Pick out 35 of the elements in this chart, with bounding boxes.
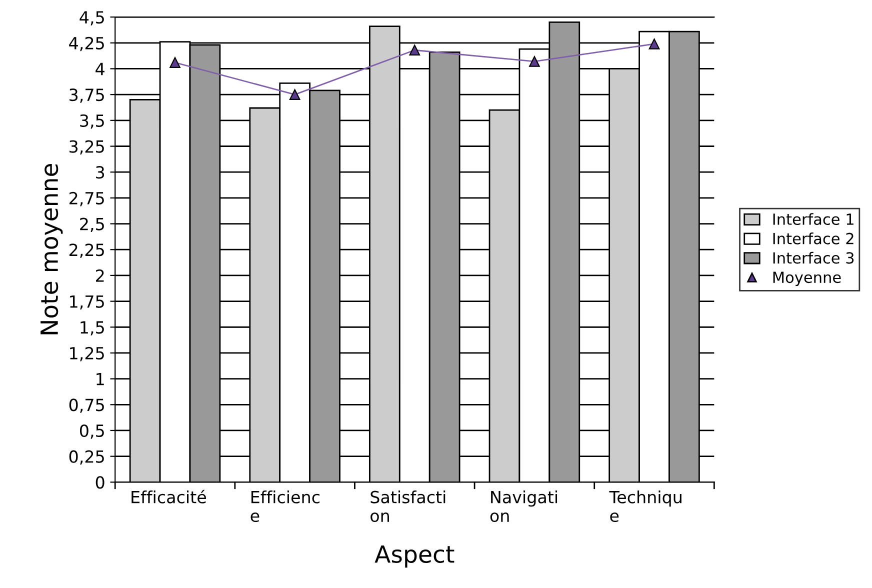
y-tick-label: 2,75: [69, 192, 104, 206]
y-tick-label: 2: [96, 269, 104, 282]
x-tick-label: Satisfacti on: [370, 490, 446, 522]
x-tick-label: Efficienc e: [250, 490, 320, 522]
y-tick-label: 1,25: [70, 346, 104, 362]
point: [289, 89, 300, 100]
legend-label: Interface 1: [773, 213, 854, 225]
point: [170, 57, 180, 68]
point: [648, 38, 660, 50]
y-axis-title: Note moyenne: [40, 164, 63, 334]
y-tick-label: 3: [96, 166, 104, 179]
y-tick-label: 1,75: [70, 295, 104, 310]
point: [529, 56, 540, 67]
legend-label: Moyenne: [773, 272, 841, 286]
y-tick-label: 3,25: [70, 140, 104, 155]
y-tick-label: 1: [96, 372, 104, 386]
y-tick-label: 4: [96, 62, 104, 76]
x-tick-label: Navigati on: [490, 490, 558, 522]
y-tick-label: 1,5: [80, 321, 104, 336]
legend-label: Interface 2: [773, 232, 854, 244]
y-tick-label: 4,25: [69, 36, 104, 52]
y-tick-label: 0,25: [69, 450, 104, 465]
y-tick-label: 2,5: [80, 218, 104, 232]
y-tick-label: 0,5: [80, 424, 104, 439]
x-axis-title: Aspect: [374, 545, 454, 568]
y-tick-label: 4,5: [80, 11, 104, 26]
legend-label: Interface 3: [773, 252, 854, 264]
y-tick-label: 3,5: [80, 114, 104, 129]
y-tick-label: 3,75: [70, 88, 104, 103]
point: [409, 44, 420, 56]
y-tick-label: 2,25: [69, 244, 104, 258]
x-tick-label: Efficacité: [132, 490, 206, 504]
y-tick-label: 0: [96, 476, 104, 489]
x-tick-label: Techniqu e: [609, 490, 682, 522]
y-tick-label: 0,75: [69, 398, 104, 413]
